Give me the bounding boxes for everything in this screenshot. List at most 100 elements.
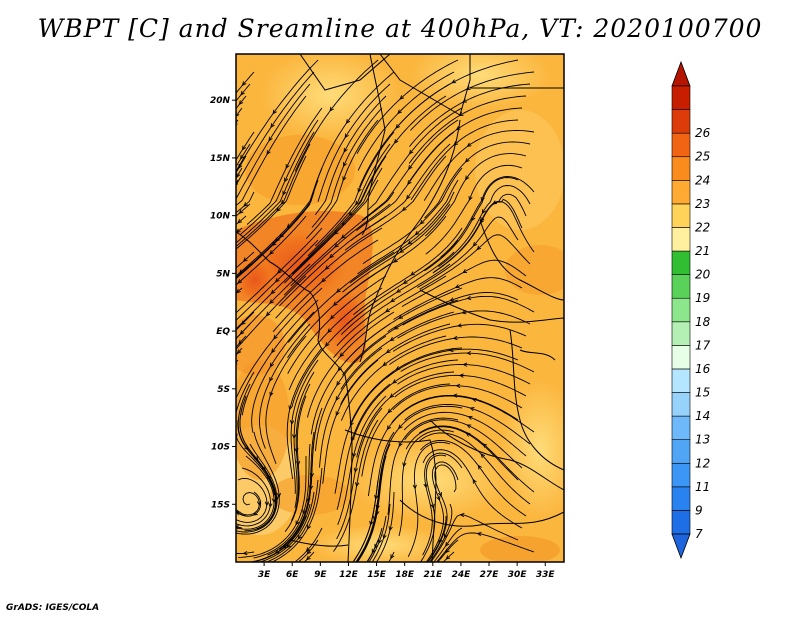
streamline: [236, 191, 255, 214]
streamline-arrow: [399, 248, 405, 253]
colorbar-label: 13: [695, 433, 710, 447]
lat-tick-label: 5S: [217, 385, 230, 395]
lon-tick-label: 30E: [508, 570, 528, 580]
streamline-arrow: [285, 164, 290, 169]
streamline-arrow: [343, 162, 347, 168]
streamline-arrow: [345, 119, 351, 124]
streamline-arrow: [276, 207, 281, 212]
colorbar-swatch: [671, 227, 691, 252]
streamline-arrow: [238, 163, 243, 169]
colorbar-label: 14: [695, 409, 710, 423]
streamline-arrow: [324, 265, 330, 270]
streamline-arrow: [458, 112, 464, 117]
lon-tick-label: 33E: [536, 570, 556, 580]
streamline: [236, 311, 255, 331]
streamline: [429, 503, 453, 562]
streamline-arrow: [471, 397, 477, 403]
streamline-arrow: [344, 133, 349, 139]
streamline-arrow: [464, 157, 470, 163]
colorbar-swatch: [671, 345, 691, 370]
streamline-arrow: [445, 541, 450, 547]
streamline-arrow: [271, 241, 277, 247]
colorbar-swatch: [671, 180, 691, 205]
colorbar-swatch: [671, 203, 691, 228]
streamline-arrow: [453, 141, 459, 146]
streamline-arrow: [336, 381, 341, 387]
streamline-arrow: [307, 524, 312, 530]
streamline-arrow: [270, 123, 275, 129]
colorbar-swatch: [671, 368, 691, 393]
streamline: [236, 215, 247, 226]
streamline-arrow: [476, 531, 482, 537]
streamline-arrow: [465, 175, 470, 181]
streamline-arrow: [236, 288, 241, 294]
streamline-arrow: [329, 106, 334, 112]
streamline-arrow: [402, 279, 408, 284]
lon-tick-label: 18E: [395, 570, 415, 580]
streamline-arrow: [242, 257, 248, 262]
streamline-arrow: [306, 555, 311, 561]
streamline-arrow: [480, 196, 485, 202]
streamline-arrow: [238, 100, 244, 105]
streamline-arrow: [289, 420, 295, 426]
longitude-axis: 3E 6E 9E 12E 15E 18E 21E 24E 27E 30E 33E: [258, 562, 556, 580]
streamline-arrow: [408, 165, 413, 170]
streamline-arrow: [455, 383, 461, 388]
streamline-arrow: [459, 512, 465, 518]
streamline-arrow: [266, 150, 271, 155]
streamline-arrow: [430, 503, 435, 509]
map-frame: [235, 53, 565, 563]
streamline-arrow: [242, 551, 248, 556]
streamline: [258, 491, 315, 562]
streamline-arrow: [269, 250, 274, 255]
streamline-arrow: [243, 202, 249, 207]
streamline-arrow: [396, 288, 401, 293]
streamline-arrow: [340, 234, 346, 239]
chart-title: WBPT [C] and Sreamline at 400hPa, VT: 20…: [37, 14, 763, 43]
streamline-arrow: [401, 206, 407, 212]
colorbar-label: 9: [695, 503, 703, 517]
lat-tick-label: 20N: [210, 96, 231, 106]
streamline-arrow: [284, 177, 289, 183]
colorbar-swatch: [671, 109, 691, 134]
streamline-arrow: [321, 277, 326, 283]
streamline-arrow: [466, 424, 472, 429]
streamline-arrow: [266, 475, 271, 481]
streamline-arrow: [466, 142, 472, 147]
streamline-arrow: [355, 482, 360, 488]
streamline-arrow: [288, 405, 293, 411]
streamline-arrow: [385, 308, 390, 313]
streamline-arrow: [398, 314, 404, 319]
streamline: [247, 515, 307, 562]
colorbar-label: 15: [695, 386, 710, 400]
lat-tick-label: 10S: [211, 443, 230, 453]
streamline-arrow: [393, 138, 399, 144]
streamline-arrow: [280, 199, 286, 205]
streamline-arrow: [268, 136, 273, 142]
streamline-arrow: [407, 240, 413, 245]
streamline-arrow: [238, 209, 244, 214]
colorbar-label: 16: [695, 362, 711, 376]
lon-tick-label: 24E: [452, 570, 472, 580]
streamline-arrow: [237, 279, 243, 284]
streamline: [236, 95, 307, 207]
streamline-arrow: [438, 538, 443, 544]
colorbar-max-arrow: [671, 60, 691, 87]
streamline-arrow: [332, 301, 338, 307]
streamline-arrow: [406, 194, 411, 200]
streamline: [236, 467, 271, 527]
streamline-arrow: [371, 548, 376, 554]
streamline: [236, 203, 311, 280]
streamline-arrow: [241, 145, 247, 151]
colorbar-label: 25: [695, 150, 710, 164]
streamline-arrow: [329, 314, 335, 320]
streamline-arrow: [271, 348, 276, 354]
colorbar-label: 12: [695, 456, 710, 470]
streamline-arrow: [297, 534, 303, 540]
streamline-arrow: [274, 496, 280, 501]
streamline-arrow: [269, 391, 274, 397]
streamline-arrow: [480, 453, 486, 459]
colorbar-swatch: [671, 156, 691, 181]
streamline-arrow: [277, 269, 282, 274]
streamline-arrow: [268, 503, 273, 508]
